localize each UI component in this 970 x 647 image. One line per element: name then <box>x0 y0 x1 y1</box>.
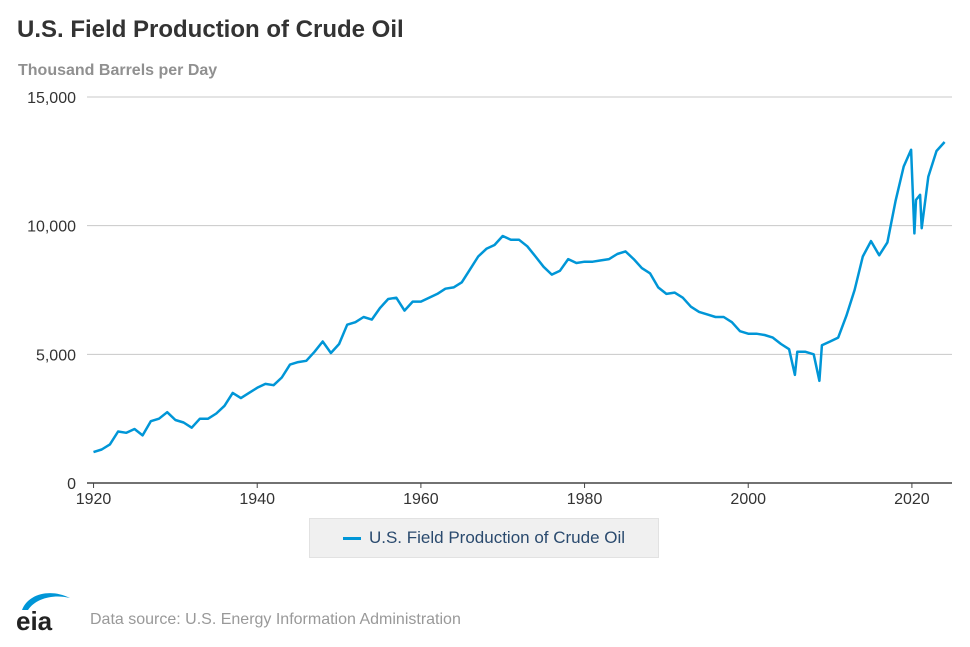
x-tick-label: 1980 <box>567 491 603 508</box>
series-line <box>93 141 946 454</box>
x-tick-label: 1920 <box>76 491 112 508</box>
svg-text:eia: eia <box>16 606 53 632</box>
y-tick-label: 10,000 <box>27 219 76 236</box>
chart-subtitle: Thousand Barrels per Day <box>18 62 218 79</box>
legend-label: U.S. Field Production of Crude Oil <box>368 528 626 547</box>
legend-swatch <box>342 536 361 540</box>
x-tick-label: 2000 <box>730 491 766 508</box>
x-tick-label: 1960 <box>403 491 439 508</box>
data-source: Data source: U.S. Energy Information Adm… <box>90 611 461 628</box>
legend[interactable]: U.S. Field Production of Crude Oil <box>309 518 659 558</box>
y-tick-label: 15,000 <box>27 90 76 107</box>
x-tick-label: 1940 <box>239 491 275 508</box>
y-tick-label: 5,000 <box>36 347 76 364</box>
x-tick-label: 2020 <box>894 491 930 508</box>
y-tick-label: 0 <box>67 476 76 493</box>
chart-title: U.S. Field Production of Crude Oil <box>17 16 404 43</box>
